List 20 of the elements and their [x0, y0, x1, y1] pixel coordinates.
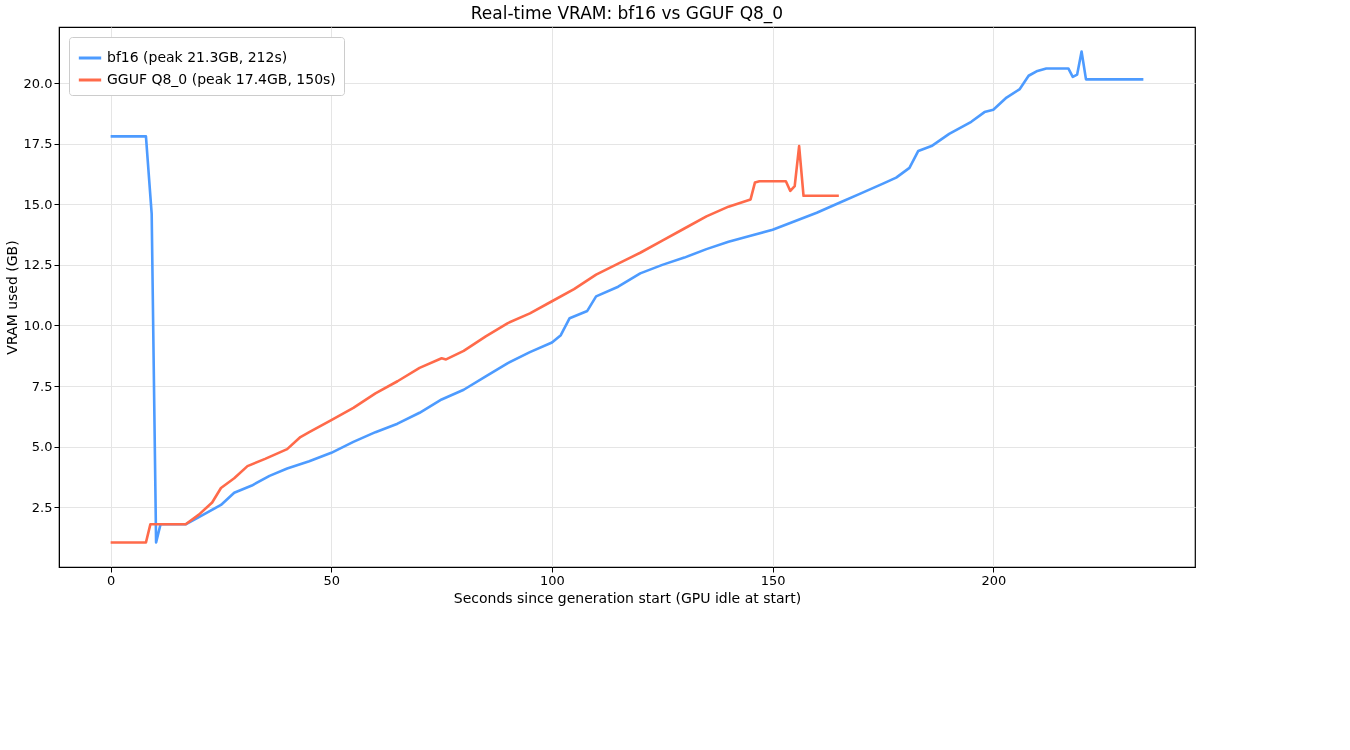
legend-label: GGUF Q8_0 (peak 17.4GB, 150s): [107, 71, 336, 87]
legend-label: bf16 (peak 21.3GB, 212s): [107, 49, 288, 65]
x-tick-label: 50: [323, 572, 341, 588]
x-tick-label: 0: [107, 572, 116, 588]
line-series: [109, 50, 1145, 544]
x-axis-title: Seconds since generation start (GPU idle at start): [453, 589, 802, 606]
x-tick-label: 150: [760, 572, 786, 588]
y-tick-label: 10.0: [23, 317, 53, 333]
y-tick-label: 2.5: [31, 499, 53, 515]
y-tick-label: 15.0: [23, 196, 53, 212]
x-tick-label: 100: [540, 572, 565, 588]
chart-title: Real-time VRAM: bf16 vs GGUF Q8_0: [470, 3, 784, 24]
x-tick-label: 200: [981, 572, 1007, 588]
y-tick-label: 17.5: [23, 136, 53, 152]
line-series: [109, 144, 841, 544]
y-tick-label: 5.0: [31, 439, 53, 455]
y-tick-label: 20.0: [23, 75, 53, 91]
y-tick-label: 7.5: [31, 378, 53, 394]
y-axis-title: VRAM used (GB): [3, 240, 20, 355]
y-tick-label: 12.5: [23, 257, 53, 273]
